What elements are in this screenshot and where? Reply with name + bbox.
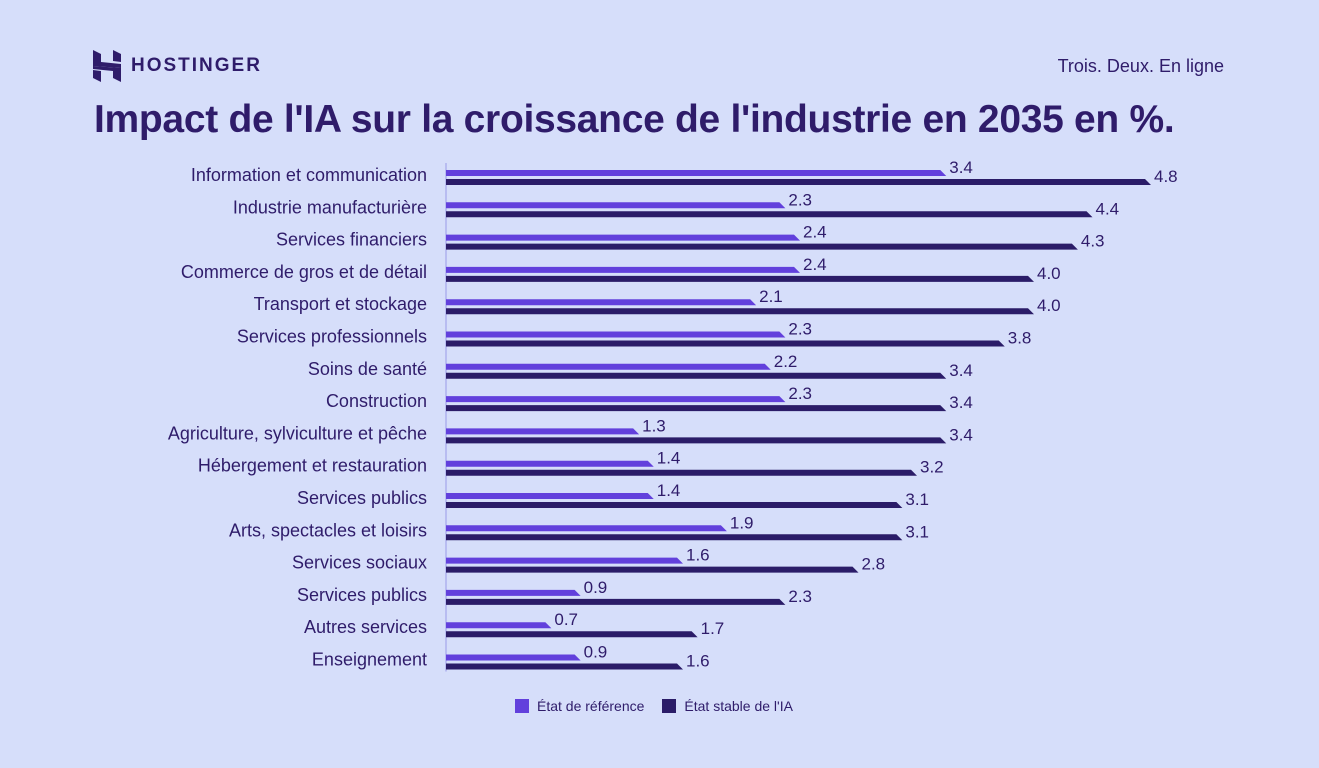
bar-stable <box>446 308 1034 315</box>
bar-reference <box>446 266 800 273</box>
bar-reference <box>446 396 786 403</box>
bar-stable <box>446 372 947 379</box>
hostinger-logo: HOSTINGER <box>93 50 262 82</box>
data-label-stable: 1.6 <box>686 652 710 671</box>
bar-reference <box>446 493 654 499</box>
data-label-reference: 0.9 <box>584 643 608 662</box>
data-label-reference: 2.4 <box>803 223 827 242</box>
bar-stable <box>446 243 1078 250</box>
data-label-reference: 3.4 <box>949 158 973 177</box>
bar-stable <box>446 211 1093 218</box>
bar-reference <box>446 234 800 241</box>
bar-stable <box>446 340 1005 347</box>
data-label-stable: 1.7 <box>701 619 725 638</box>
data-label-stable: 2.8 <box>862 555 886 574</box>
bar-reference <box>446 170 947 176</box>
bar-reference <box>446 202 786 209</box>
legend-swatch-stable <box>662 699 677 713</box>
bar-stable <box>446 405 947 412</box>
category-label: Soins de santé <box>308 359 427 379</box>
data-label-reference: 1.4 <box>657 449 681 468</box>
data-label-reference: 2.4 <box>803 255 827 274</box>
bar-reference <box>446 622 552 629</box>
data-label-reference: 1.3 <box>642 416 666 435</box>
bar-reference <box>446 654 581 661</box>
tagline: Trois. Deux. En ligne <box>1057 56 1224 76</box>
data-label-reference: 2.2 <box>774 352 798 371</box>
category-label: Arts, spectacles et loisirs <box>229 520 427 540</box>
data-label-reference: 2.1 <box>759 287 783 306</box>
data-label-stable: 4.4 <box>1096 199 1120 218</box>
category-label: Enseignement <box>312 650 427 670</box>
data-label-stable: 3.1 <box>905 490 929 509</box>
bar-stable <box>446 179 1151 185</box>
legend-label-stable: État stable de l'IA <box>684 698 793 714</box>
legend-label-reference: État de référence <box>537 698 645 714</box>
category-label: Services professionnels <box>237 327 427 347</box>
bar-reference <box>446 299 757 306</box>
data-label-stable: 3.4 <box>949 425 973 444</box>
bar-reference <box>446 331 786 338</box>
category-label: Information et communication <box>191 165 427 185</box>
data-label-stable: 3.4 <box>949 393 973 412</box>
bar-reference <box>446 557 683 564</box>
chart-title: Impact de l'IA sur la croissance de l'in… <box>94 98 1175 141</box>
bar-reference <box>446 589 581 596</box>
category-label: Services publics <box>297 488 427 508</box>
bar-stable <box>446 502 903 508</box>
category-label: Services sociaux <box>292 553 427 573</box>
bar-reference <box>446 460 654 467</box>
data-label-reference: 1.9 <box>730 513 754 532</box>
data-label-reference: 1.4 <box>657 481 681 500</box>
category-label: Industrie manufacturière <box>233 197 427 217</box>
data-label-stable: 4.3 <box>1081 232 1105 251</box>
bar-stable <box>446 469 917 476</box>
data-label-stable: 2.3 <box>788 587 812 606</box>
category-label: Commerce de gros et de détail <box>181 262 427 282</box>
category-label: Construction <box>326 391 427 411</box>
bar-stable <box>446 275 1034 282</box>
legend-swatch-reference <box>515 699 529 713</box>
category-label: Autres services <box>304 617 427 637</box>
legend-item-reference: État de référence <box>515 698 644 714</box>
category-label: Agriculture, sylviculture et pêche <box>168 423 427 443</box>
data-label-stable: 3.4 <box>949 361 973 380</box>
category-label: Services financiers <box>276 230 427 250</box>
data-label-stable: 3.8 <box>1008 329 1032 348</box>
data-label-stable: 3.1 <box>905 522 929 541</box>
hostinger-h-icon <box>93 50 121 82</box>
data-label-stable: 4.0 <box>1037 264 1061 283</box>
data-label-reference: 2.3 <box>788 384 812 403</box>
legend: État de référence État stable de l'IA <box>515 698 793 714</box>
bar-stable <box>446 566 859 573</box>
bar-reference <box>446 525 727 532</box>
data-label-stable: 3.2 <box>920 458 944 477</box>
data-label-stable: 4.0 <box>1037 296 1061 315</box>
bar-reference <box>446 363 771 370</box>
category-label: Transport et stockage <box>254 294 427 314</box>
category-label: Services publics <box>297 585 427 605</box>
data-label-reference: 2.3 <box>788 190 812 209</box>
bar-stable <box>446 631 698 638</box>
data-label-stable: 4.8 <box>1154 167 1178 186</box>
bar-stable <box>446 534 903 541</box>
data-label-reference: 1.6 <box>686 546 710 565</box>
brand-name: HOSTINGER <box>131 55 262 76</box>
data-label-reference: 0.9 <box>584 578 608 597</box>
data-label-reference: 0.7 <box>554 610 578 629</box>
bar-stable <box>446 663 683 670</box>
data-label-reference: 2.3 <box>788 320 812 339</box>
legend-item-stable: État stable de l'IA <box>662 698 793 714</box>
category-label: Hébergement et restauration <box>198 456 427 476</box>
bar-reference <box>446 428 640 435</box>
bar-stable <box>446 437 947 444</box>
bar-stable <box>446 598 786 605</box>
